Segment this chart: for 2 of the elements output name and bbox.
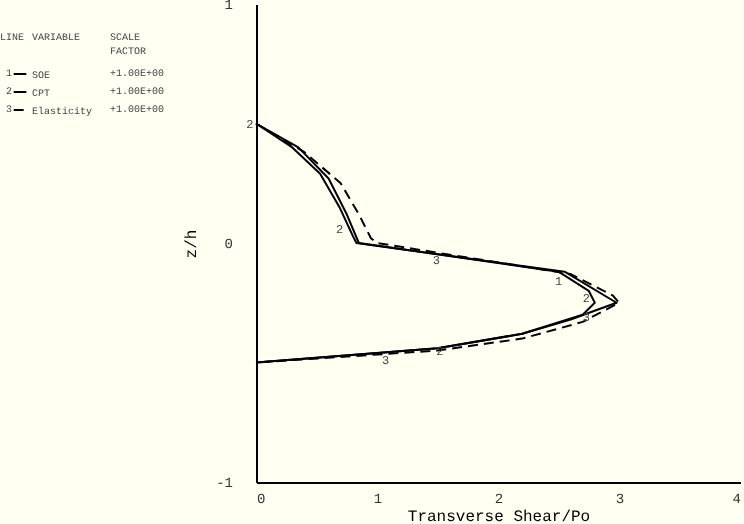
y-axis-title: z/h — [184, 229, 203, 259]
x-axis-title: Transverse Shear/Po — [407, 509, 591, 524]
